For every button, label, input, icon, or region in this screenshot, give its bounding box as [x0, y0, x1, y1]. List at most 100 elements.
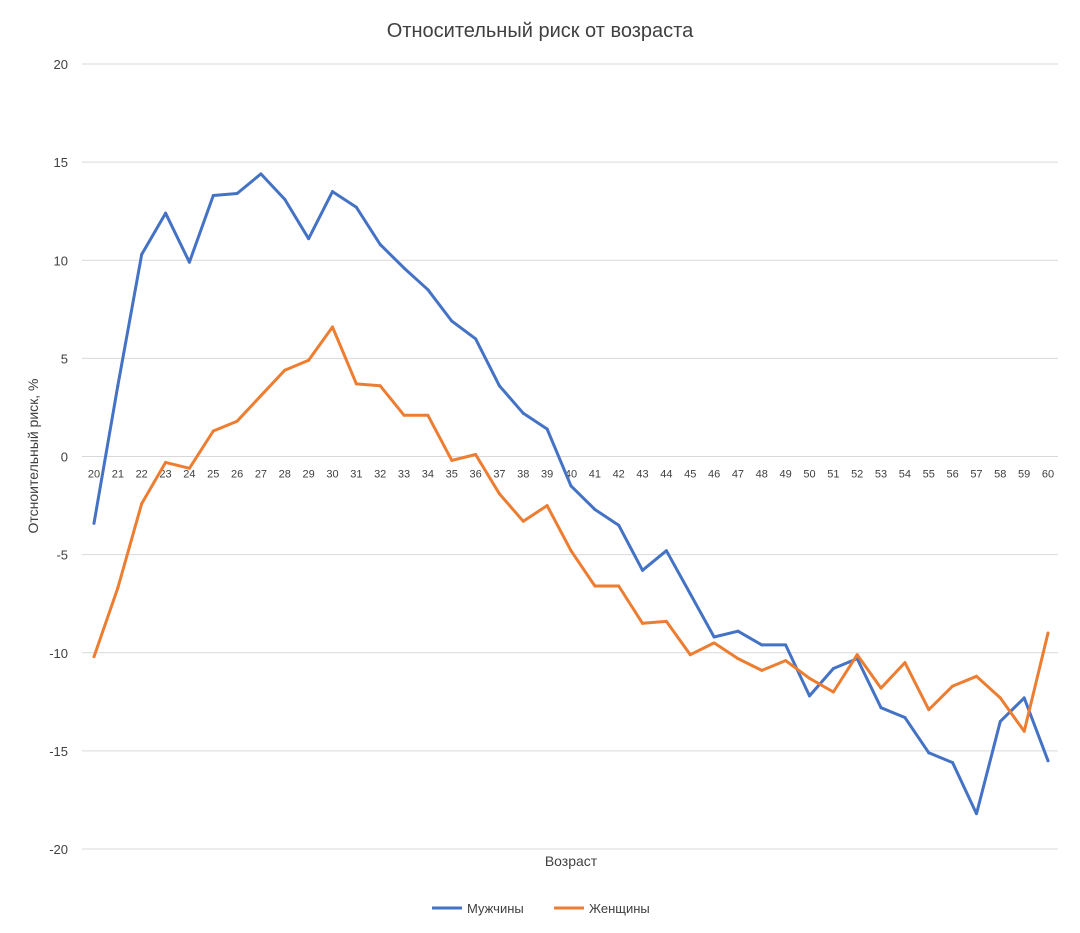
data-point: [521, 519, 525, 523]
legend-label: Женщины: [589, 901, 650, 916]
data-point: [140, 252, 144, 256]
data-point: [378, 243, 382, 247]
data-point: [283, 368, 287, 372]
data-point: [974, 812, 978, 816]
data-point: [879, 706, 883, 710]
data-point: [760, 668, 764, 672]
data-point: [259, 172, 263, 176]
x-tick-label: 25: [207, 469, 219, 481]
x-tick-label: 37: [493, 469, 505, 481]
data-point: [187, 260, 191, 264]
data-point: [474, 453, 478, 457]
data-point: [426, 288, 430, 292]
data-point: [116, 384, 120, 388]
x-tick-label: 23: [159, 469, 171, 481]
x-axis-ticks: 20 21 22 23 24 25 26 27 28 29 30 31 32 33 34 35 36 37 38 39…: [88, 469, 1054, 481]
data-point: [569, 549, 573, 553]
data-point: [211, 193, 215, 197]
x-tick-label: 48: [756, 469, 768, 481]
data-point: [545, 427, 549, 431]
series-1: [92, 172, 1050, 816]
data-point: [760, 643, 764, 647]
y-tick-label: 0: [61, 450, 68, 465]
x-tick-label: 50: [803, 469, 815, 481]
data-point: [116, 586, 120, 590]
data-point: [855, 653, 859, 657]
data-point: [712, 641, 716, 645]
x-tick-label: 20: [88, 469, 100, 481]
data-point: [879, 686, 883, 690]
x-tick-label: 27: [255, 469, 267, 481]
y-tick-label: -10: [49, 646, 68, 661]
data-point: [641, 621, 645, 625]
data-point: [164, 211, 168, 215]
data-point: [688, 592, 692, 596]
data-point: [998, 696, 1002, 700]
data-point: [641, 568, 645, 572]
x-tick-label: 34: [422, 469, 434, 481]
y-tick-label: -20: [49, 842, 68, 857]
legend-label: Мужчины: [467, 901, 524, 916]
data-point: [497, 384, 501, 388]
data-point: [450, 319, 454, 323]
data-point: [92, 655, 96, 659]
data-point: [664, 619, 668, 623]
data-point: [1046, 631, 1050, 635]
data-point: [951, 761, 955, 765]
data-point: [974, 674, 978, 678]
y-tick-label: 20: [54, 57, 68, 72]
data-point: [593, 584, 597, 588]
x-tick-label: 36: [469, 469, 481, 481]
data-point: [426, 413, 430, 417]
x-tick-label: 30: [326, 469, 338, 481]
x-tick-label: 47: [732, 469, 744, 481]
data-point: [808, 694, 811, 698]
x-tick-label: 32: [374, 469, 386, 481]
x-tick-label: 57: [970, 469, 982, 481]
x-tick-label: 22: [136, 469, 148, 481]
data-point: [1022, 696, 1026, 700]
data-point: [664, 549, 668, 553]
y-axis-ticks: 20 15 10 5 0 -5 -10 -15 -20: [49, 57, 68, 857]
data-point: [378, 384, 382, 388]
y-tick-label: 5: [61, 351, 68, 366]
data-point: [211, 429, 215, 433]
x-axis-label: Возраст: [545, 853, 598, 869]
data-point: [593, 507, 597, 511]
data-point: [545, 504, 549, 508]
x-tick-label: 59: [1018, 469, 1030, 481]
data-point: [903, 716, 907, 720]
data-point: [307, 358, 311, 362]
x-tick-label: 54: [899, 469, 911, 481]
data-point: [831, 666, 835, 670]
data-point: [617, 584, 621, 588]
x-tick-label: 51: [827, 469, 839, 481]
y-axis-label: Отсноительный риск, %: [25, 379, 41, 534]
data-point: [354, 205, 358, 209]
legend: Мужчины Женщины: [432, 901, 650, 916]
y-tick-label: -15: [49, 744, 68, 759]
x-tick-label: 44: [660, 469, 672, 481]
x-tick-label: 55: [923, 469, 935, 481]
x-tick-label: 42: [613, 469, 625, 481]
data-point: [712, 635, 716, 639]
x-tick-label: 52: [851, 469, 863, 481]
x-tick-label: 26: [231, 469, 243, 481]
series-layer: [92, 172, 1050, 816]
data-point: [164, 460, 168, 464]
series-line: [92, 325, 1050, 733]
data-point: [688, 653, 692, 657]
x-tick-label: 21: [112, 469, 124, 481]
data-point: [569, 484, 573, 488]
data-point: [402, 413, 406, 417]
data-point: [521, 411, 525, 415]
x-tick-label: 41: [589, 469, 601, 481]
data-point: [92, 521, 96, 525]
data-point: [784, 659, 788, 663]
x-tick-label: 33: [398, 469, 410, 481]
x-tick-label: 35: [446, 469, 458, 481]
data-point: [736, 629, 740, 633]
data-point: [951, 684, 955, 688]
